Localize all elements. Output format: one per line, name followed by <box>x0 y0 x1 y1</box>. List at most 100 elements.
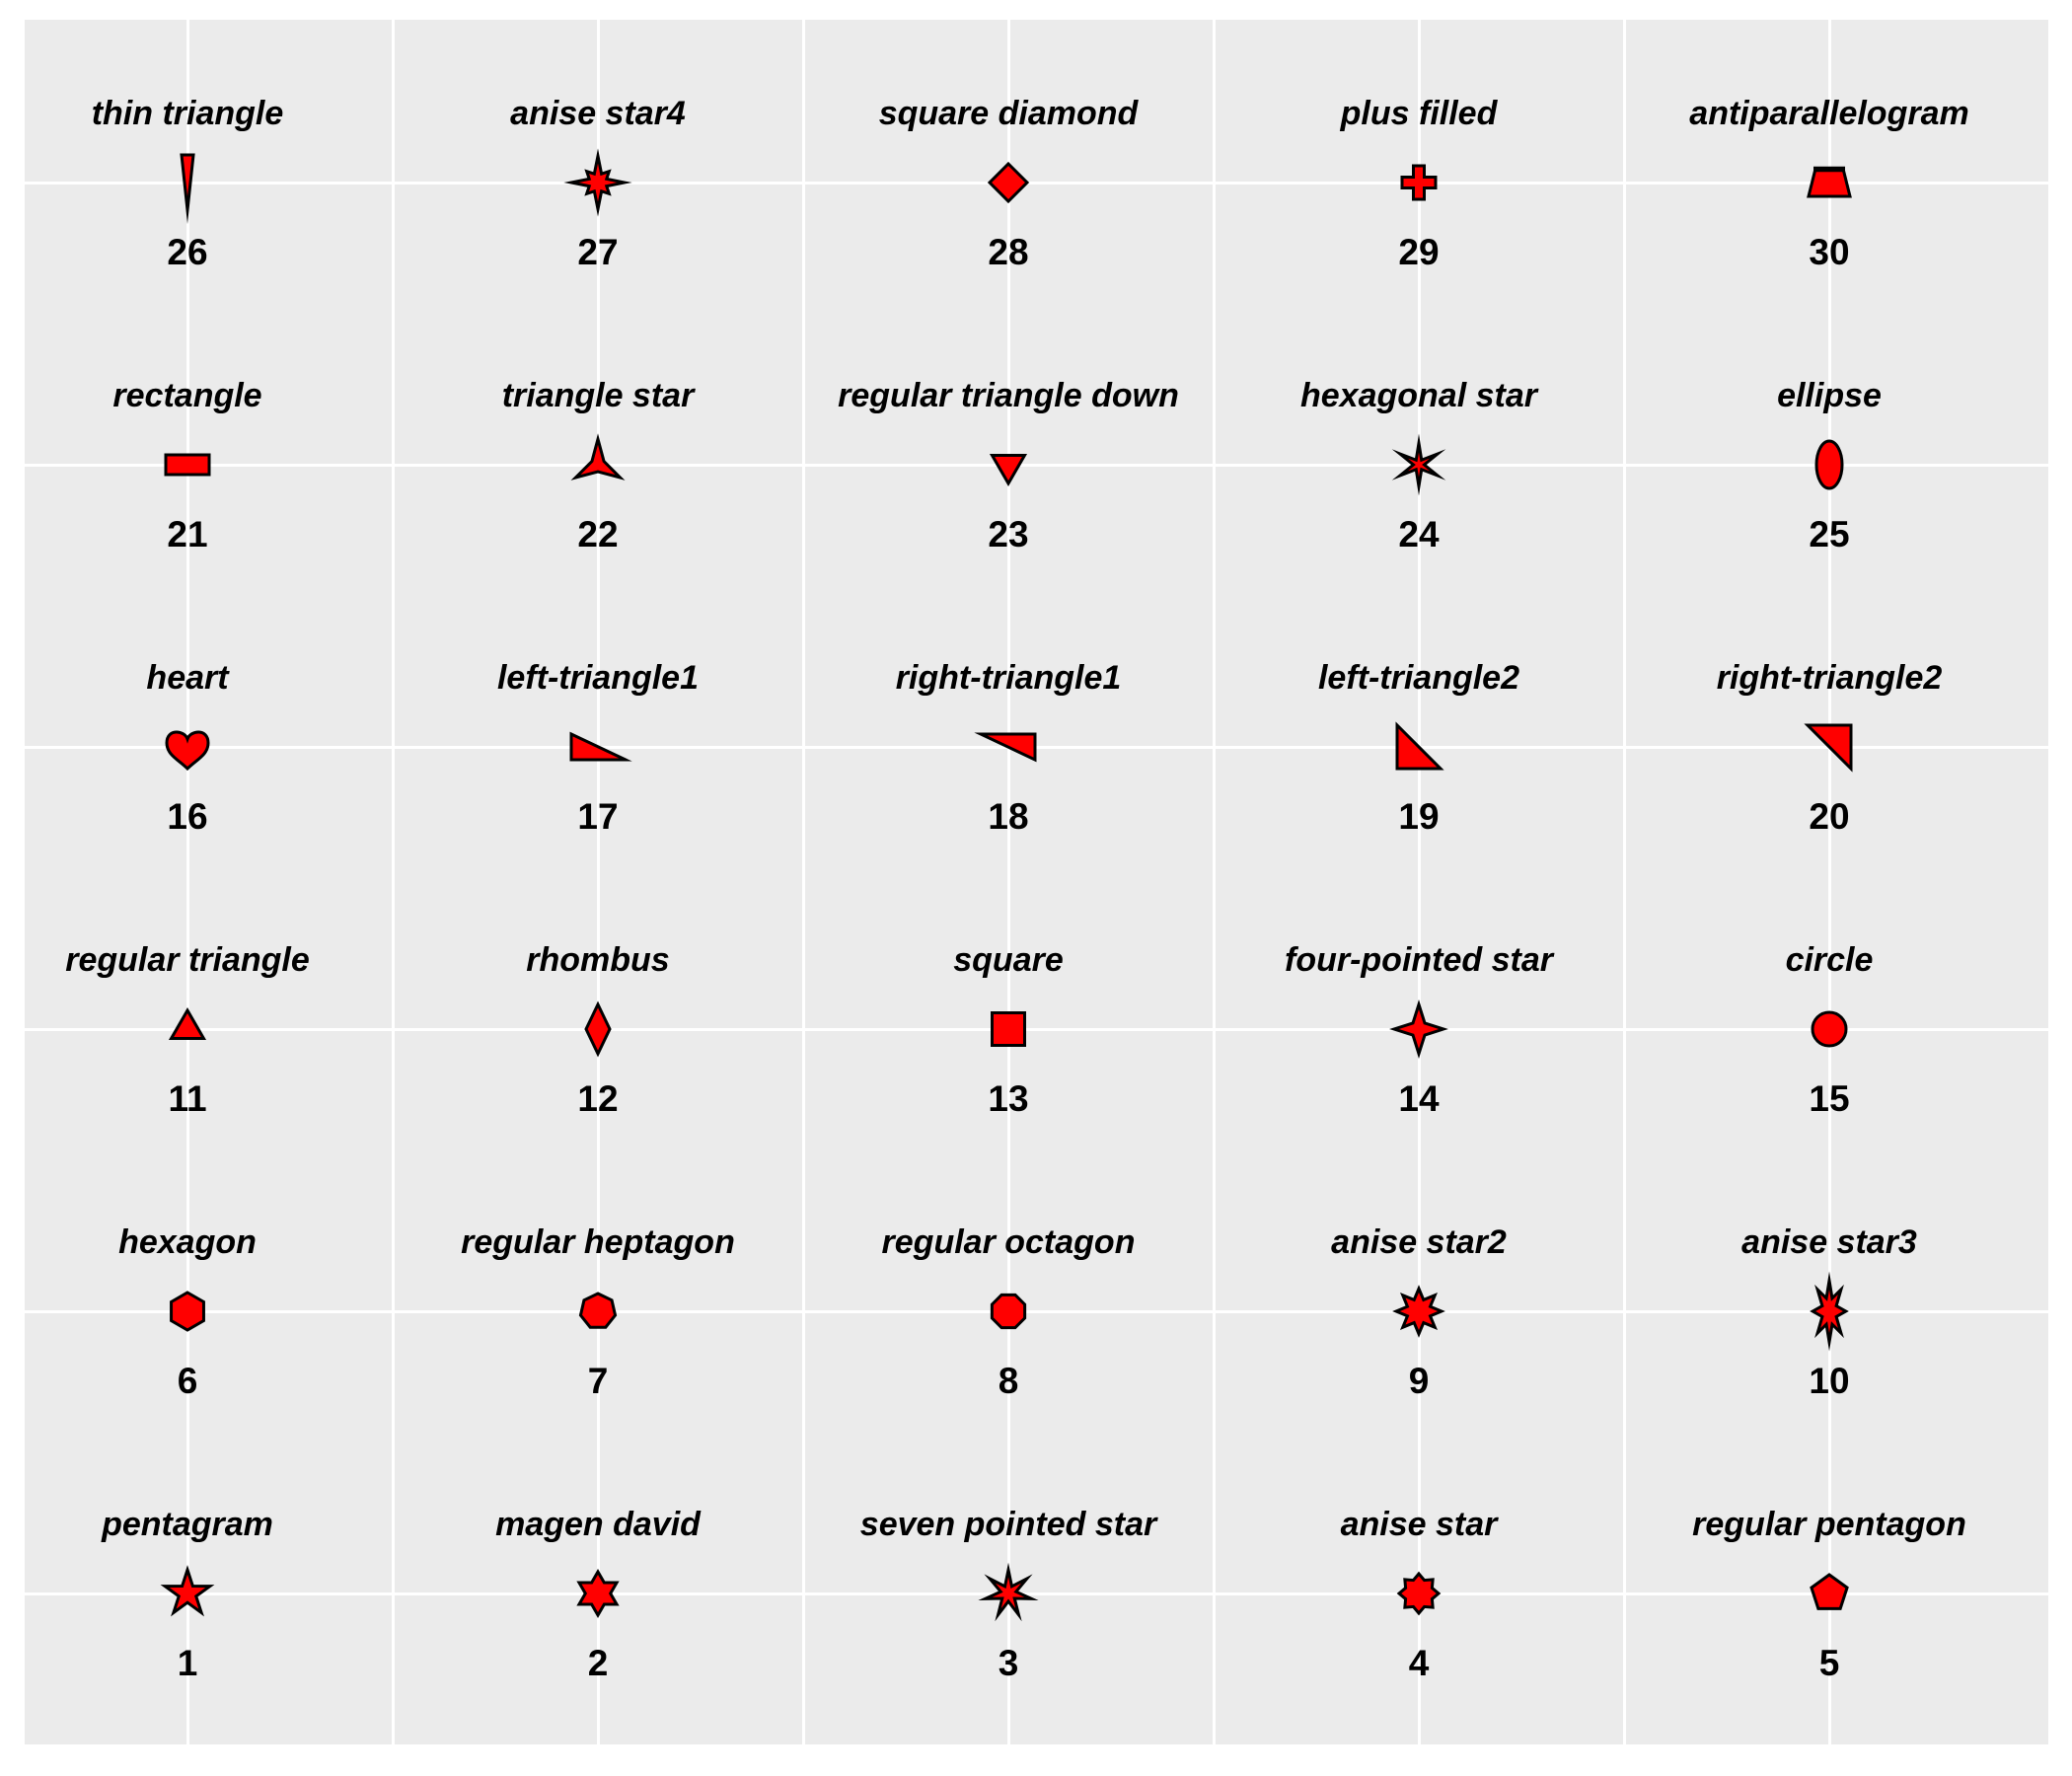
marker-number: 28 <box>988 232 1029 272</box>
marker-number: 7 <box>587 1361 609 1401</box>
thin-triangle-icon <box>180 153 195 225</box>
marker-label: rectangle <box>112 377 262 414</box>
marker-number: 23 <box>988 514 1029 555</box>
vertical-gridline <box>1622 20 1626 1744</box>
marker-label: regular heptagon <box>461 1223 735 1261</box>
triangle-star-icon <box>570 433 626 481</box>
marker-label: antiparallelogram <box>1689 95 1969 132</box>
rhombus-icon <box>584 1000 612 1058</box>
marker-cell: hexagonal star 24 <box>1214 324 1624 606</box>
marker-number: 26 <box>167 232 208 272</box>
marker-label: seven pointed star <box>859 1506 1157 1543</box>
pentagon-icon <box>1810 1573 1849 1610</box>
anise-star3-icon <box>1810 1271 1849 1352</box>
marker-cell: anise star3 10 <box>1624 1170 2035 1452</box>
marker-label: heart <box>146 659 229 697</box>
vertical-gridline <box>1417 20 1421 1744</box>
vertical-gridline <box>1006 20 1010 1744</box>
vertical-gridline <box>801 20 805 1744</box>
vertical-gridline <box>391 20 395 1744</box>
vertical-gridline <box>185 20 189 1744</box>
marker-label: anise star4 <box>510 95 686 132</box>
marker-cell: square 13 <box>803 888 1214 1170</box>
marker-cell: seven pointed star 3 <box>803 1452 1214 1735</box>
marker-cell: anise star 4 <box>1214 1452 1624 1735</box>
rectangle-icon <box>164 453 211 477</box>
marker-label: regular pentagon <box>1692 1506 1966 1543</box>
marker-number: 15 <box>1809 1078 1850 1119</box>
right-triangle2-icon <box>1804 723 1853 773</box>
marker-label: anise star3 <box>1741 1223 1917 1261</box>
horizontal-gridline <box>25 1591 2048 1595</box>
marker-label: triangle star <box>501 377 695 414</box>
hexagonal-star-icon <box>1391 433 1446 496</box>
heart-icon <box>165 730 210 772</box>
marker-cell: regular triangle down 23 <box>803 324 1214 606</box>
vertical-gridline <box>1827 20 1831 1744</box>
marker-label: square diamond <box>878 95 1139 132</box>
marker-number: 11 <box>168 1078 207 1119</box>
marker-cell: plus filled 29 <box>1214 41 1624 324</box>
ellipse-icon <box>1814 439 1844 490</box>
horizontal-gridline <box>25 1027 2048 1031</box>
marker-label: hexagonal star <box>1300 377 1537 414</box>
marker-cell: right-triangle1 18 <box>803 606 1214 888</box>
anise-star4-icon <box>563 148 632 217</box>
marker-label: anise star2 <box>1331 1223 1507 1261</box>
marker-cell: circle 15 <box>1624 888 2035 1170</box>
marker-number: 5 <box>1818 1643 1840 1683</box>
four-pointed-star-icon <box>1389 999 1448 1059</box>
vertical-gridline <box>596 20 600 1744</box>
marker-number: 10 <box>1809 1361 1850 1401</box>
circle-icon <box>1811 1010 1848 1048</box>
marker-number: 9 <box>1408 1361 1430 1401</box>
marker-number: 2 <box>587 1643 609 1683</box>
vertical-gridline <box>1212 20 1216 1744</box>
marker-label: right-triangle1 <box>895 659 1122 697</box>
marker-cell: rhombus 12 <box>393 888 803 1170</box>
marker-number: 14 <box>1398 1078 1440 1119</box>
marker-number: 18 <box>988 796 1029 837</box>
marker-cell: left-triangle1 17 <box>393 606 803 888</box>
marker-cell: magen david 2 <box>393 1452 803 1735</box>
marker-number: 17 <box>577 796 619 837</box>
horizontal-gridline <box>25 1309 2048 1313</box>
marker-number: 6 <box>177 1361 198 1401</box>
octagon-icon <box>990 1293 1027 1330</box>
left-triangle2-icon <box>1395 721 1444 771</box>
marker-label: right-triangle2 <box>1716 659 1943 697</box>
heptagon-icon <box>578 1292 618 1329</box>
marker-number: 29 <box>1398 232 1440 272</box>
right-triangle1-icon <box>974 732 1037 763</box>
marker-number: 16 <box>167 796 208 837</box>
marker-cell: triangle star 22 <box>393 324 803 606</box>
marker-label: regular triangle down <box>838 377 1179 414</box>
marker-cell: anise star2 9 <box>1214 1170 1624 1452</box>
marker-label: left-triangle2 <box>1317 659 1520 697</box>
marker-number: 27 <box>577 232 619 272</box>
marker-cell: regular pentagon 5 <box>1624 1452 2035 1735</box>
marker-label: thin triangle <box>91 95 284 132</box>
square-icon <box>991 1011 1026 1047</box>
marker-number: 13 <box>988 1078 1029 1119</box>
plus-filled-icon <box>1400 164 1438 201</box>
anise-star-icon <box>1396 1571 1442 1616</box>
seven-pointed-star-icon <box>978 1562 1039 1622</box>
marker-cell: square diamond 28 <box>803 41 1214 324</box>
magen-david-icon <box>576 1568 620 1619</box>
marker-number: 3 <box>998 1643 1019 1683</box>
marker-label: regular triangle <box>65 941 310 979</box>
marker-cell: left-triangle2 19 <box>1214 606 1624 888</box>
marker-cell: heart 16 <box>0 606 393 888</box>
marker-label: magen david <box>495 1506 701 1543</box>
marker-number: 24 <box>1398 514 1440 555</box>
marker-number: 25 <box>1809 514 1850 555</box>
marker-cell: antiparallelogram 30 <box>1624 41 2035 324</box>
marker-number: 20 <box>1809 796 1850 837</box>
marker-label: pentagram <box>102 1506 273 1543</box>
marker-cell: pentagram 1 <box>0 1452 393 1735</box>
marker-number: 12 <box>577 1078 619 1119</box>
marker-number: 21 <box>167 514 208 555</box>
